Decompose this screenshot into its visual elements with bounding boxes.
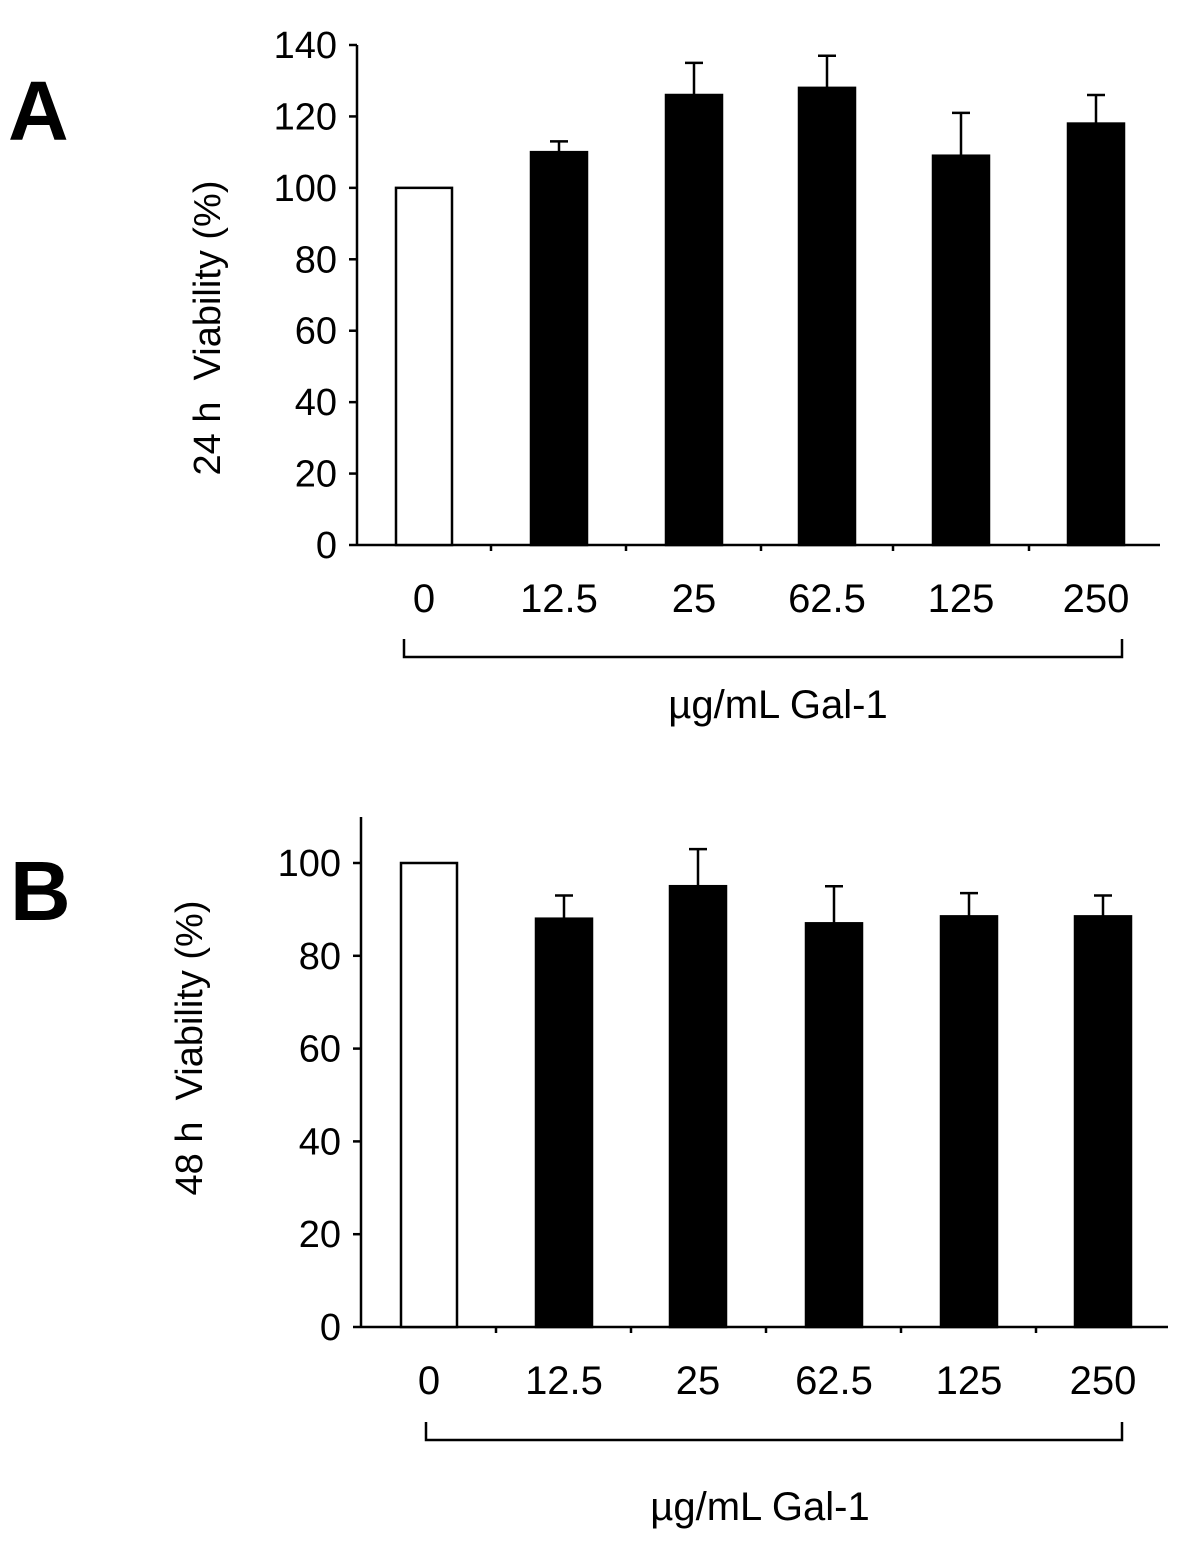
y-tick-label: 40 <box>299 1121 341 1163</box>
x-category-label: 62.5 <box>795 1359 873 1403</box>
bar <box>664 93 724 547</box>
panel-b-chart: B 0 20 40 60 80 100 0 12.5 25 62.5 125 250 µg/mL Gal-… <box>10 817 1168 1529</box>
x-category-label: 25 <box>676 1359 721 1403</box>
x-category-label: 62.5 <box>788 577 866 621</box>
bar <box>668 884 728 1329</box>
y-tick-label: 40 <box>295 382 337 424</box>
y-tick-label: 0 <box>316 525 337 567</box>
x-category-label: 0 <box>418 1359 440 1403</box>
y-tick-label: 140 <box>274 25 337 67</box>
y-axis-title: 48 h Viability (%) <box>169 901 211 1196</box>
y-tick-label: 60 <box>295 311 337 353</box>
x-category-label: 25 <box>672 577 717 621</box>
bar <box>931 154 991 547</box>
y-tick-label: 100 <box>274 168 337 210</box>
x-category-label: 0 <box>413 577 435 621</box>
panel-letter: B <box>10 844 71 938</box>
bar <box>1066 122 1126 547</box>
x-category-label: 12.5 <box>520 577 598 621</box>
y-tick-label: 80 <box>295 239 337 281</box>
y-tick-label: 20 <box>295 454 337 496</box>
y-tick-label: 20 <box>299 1214 341 1256</box>
bar <box>534 917 594 1329</box>
bar <box>399 861 459 1329</box>
x-group-bracket <box>424 1422 1124 1442</box>
x-category-label: 125 <box>928 577 995 621</box>
y-tick-label: 0 <box>320 1307 341 1349</box>
x-category-label: 250 <box>1063 577 1130 621</box>
x-category-label: 250 <box>1070 1359 1137 1403</box>
bar <box>804 922 864 1329</box>
x-category-label: 12.5 <box>525 1359 603 1403</box>
panel-letter: A <box>8 64 69 158</box>
bar <box>394 186 454 547</box>
panel-a-chart: A 0 20 40 60 80 100 120 140 0 12.5 25 62.5 125 250 µg/m… <box>8 25 1160 727</box>
x-group-bracket <box>402 639 1124 659</box>
bar <box>529 150 589 547</box>
x-axis-title: µg/mL Gal-1 <box>668 683 887 727</box>
y-tick-label: 60 <box>299 1029 341 1071</box>
y-tick-label: 120 <box>274 96 337 138</box>
x-category-label: 125 <box>936 1359 1003 1403</box>
y-axis-title: 24 h Viability (%) <box>187 181 229 476</box>
bar <box>939 915 999 1329</box>
y-tick-label: 100 <box>278 843 341 885</box>
y-tick-label: 80 <box>299 936 341 978</box>
x-axis-title: µg/mL Gal-1 <box>650 1485 869 1529</box>
bar <box>1073 915 1133 1329</box>
bar <box>797 86 857 547</box>
